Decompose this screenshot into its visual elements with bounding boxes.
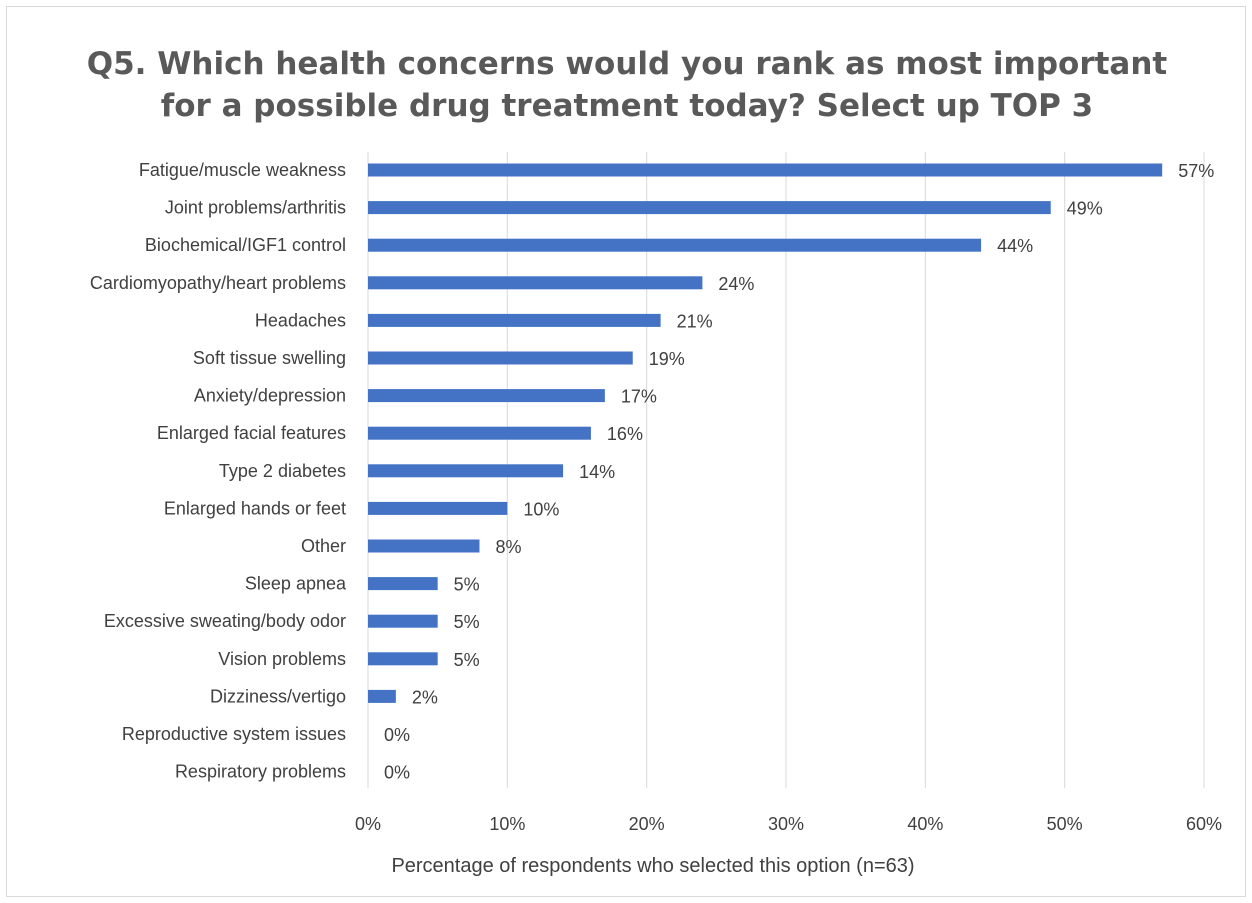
category-label: Anxiety/depression bbox=[194, 386, 346, 406]
data-label: 14% bbox=[579, 462, 615, 482]
category-label: Fatigue/muscle weakness bbox=[139, 160, 346, 180]
bar bbox=[368, 238, 982, 252]
bar bbox=[368, 614, 438, 628]
x-tick-label: 40% bbox=[907, 814, 943, 834]
bar bbox=[368, 163, 1163, 177]
x-tick-label: 20% bbox=[629, 814, 665, 834]
bar bbox=[368, 389, 605, 403]
category-label: Dizziness/vertigo bbox=[210, 686, 346, 706]
x-tick-label: 0% bbox=[355, 814, 381, 834]
data-label: 57% bbox=[1178, 161, 1214, 181]
x-tick-labels: 0% 10% 20% 30% 40% 50% 60% bbox=[355, 814, 1222, 834]
category-label: Joint problems/arthritis bbox=[165, 198, 346, 218]
data-label: 8% bbox=[495, 537, 521, 557]
category-label: Sleep apnea bbox=[245, 574, 347, 594]
bar bbox=[368, 276, 703, 290]
data-label: 21% bbox=[677, 311, 713, 331]
x-tick-label: 10% bbox=[489, 814, 525, 834]
category-label: Reproductive system issues bbox=[122, 724, 346, 744]
category-label: Respiratory problems bbox=[175, 762, 346, 782]
chart-frame: Q5. Which health concerns would you rank… bbox=[6, 6, 1246, 897]
data-label: 49% bbox=[1067, 199, 1103, 219]
category-label: Cardiomyopathy/heart problems bbox=[90, 273, 346, 293]
bar bbox=[368, 577, 438, 591]
data-label: 2% bbox=[412, 687, 438, 707]
bar bbox=[368, 201, 1051, 215]
category-labels: Fatigue/muscle weakness Joint problems/ar… bbox=[90, 160, 347, 782]
chart-title-line-1: Q5. Which health concerns would you rank… bbox=[86, 46, 1168, 82]
data-labels: 57% 49% 44% 24%21% 19% 17% 16% 14% 10%8% 5% 5% 5% 2%… bbox=[384, 161, 1214, 783]
category-label: Excessive sweating/body odor bbox=[104, 611, 346, 631]
bars bbox=[368, 163, 1163, 703]
data-label: 19% bbox=[649, 349, 685, 369]
data-label: 5% bbox=[454, 650, 480, 670]
bar bbox=[368, 539, 480, 553]
category-label: Biochemical/IGF1 control bbox=[145, 235, 346, 255]
data-label: 17% bbox=[621, 387, 657, 407]
category-label: Vision problems bbox=[218, 649, 346, 669]
bar bbox=[368, 501, 508, 515]
data-label: 24% bbox=[718, 274, 754, 294]
x-tick-label: 30% bbox=[768, 814, 804, 834]
data-label: 0% bbox=[384, 725, 410, 745]
data-label: 5% bbox=[454, 575, 480, 595]
category-label: Headaches bbox=[255, 310, 346, 330]
category-label: Type 2 diabetes bbox=[219, 461, 346, 481]
data-label: 16% bbox=[607, 424, 643, 444]
gridlines bbox=[367, 152, 1205, 788]
x-axis-title: Percentage of respondents who selected t… bbox=[391, 855, 914, 877]
bar bbox=[368, 351, 633, 365]
category-label: Other bbox=[301, 536, 346, 556]
bar bbox=[368, 464, 564, 478]
chart-title: Q5. Which health concerns would you rank… bbox=[7, 43, 1247, 127]
data-label: 5% bbox=[454, 612, 480, 632]
category-label: Soft tissue swelling bbox=[193, 348, 346, 368]
category-label: Enlarged hands or feet bbox=[164, 498, 346, 518]
data-label: 44% bbox=[997, 236, 1033, 256]
bar bbox=[368, 426, 591, 440]
chart-title-line-2: for a possible drug treatment today? Sel… bbox=[160, 88, 1094, 124]
bar bbox=[368, 689, 396, 703]
bar bbox=[368, 652, 438, 666]
bar bbox=[368, 313, 661, 327]
category-label: Enlarged facial features bbox=[157, 423, 346, 443]
data-label: 0% bbox=[384, 763, 410, 783]
data-label: 10% bbox=[523, 499, 559, 519]
x-tick-label: 60% bbox=[1186, 814, 1222, 834]
x-tick-label: 50% bbox=[1047, 814, 1083, 834]
